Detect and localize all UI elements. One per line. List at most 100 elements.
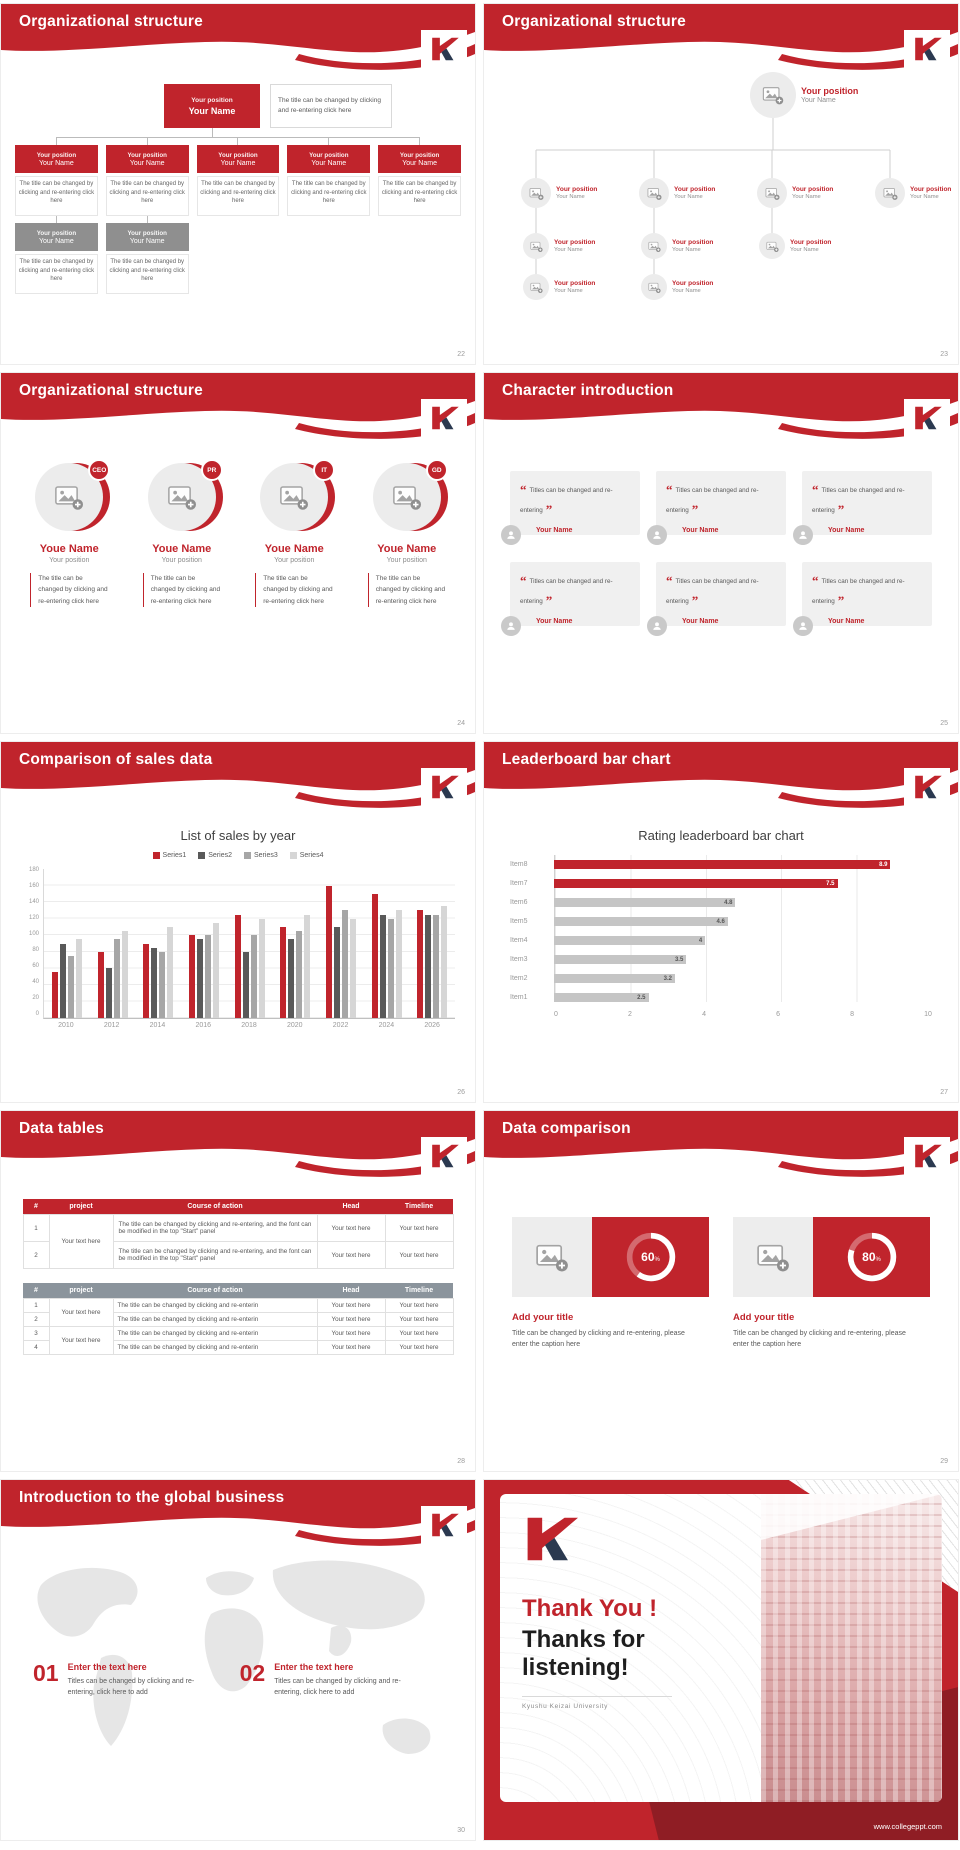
bar-series2 bbox=[105, 968, 112, 1018]
brand-logo-icon bbox=[904, 768, 950, 806]
name-label: Your Name bbox=[220, 159, 256, 167]
bar-group bbox=[90, 869, 136, 1018]
page-number: 23 bbox=[940, 351, 948, 358]
head-cell: Your text here bbox=[316, 1241, 386, 1269]
character-name: Your Name bbox=[682, 618, 719, 625]
sales-bar-chart: 180 160 140 120 100 80 60 40 20 0 2010 2012 2014 201… bbox=[21, 867, 455, 1029]
bar: 8.9 bbox=[554, 860, 891, 869]
position-label: Your position bbox=[127, 151, 167, 159]
category-label: Item7 bbox=[510, 880, 528, 887]
avatar-circle bbox=[641, 274, 667, 300]
image-placeholder-icon bbox=[766, 240, 779, 253]
slide-28[interactable]: Data tables # project Course of action H… bbox=[0, 1110, 476, 1472]
chart-title: Rating leaderboard bar chart bbox=[638, 828, 804, 843]
value-label: 8.9 bbox=[879, 861, 888, 868]
legend-item: Series3 bbox=[244, 852, 278, 859]
timeline-cell: Your text here bbox=[384, 1312, 454, 1327]
website-url: www.collegeppt.com bbox=[873, 1822, 942, 1831]
position-label: Your position bbox=[801, 86, 859, 96]
point-caption: Titles can be changed by clicking and re… bbox=[274, 1678, 401, 1697]
image-placeholder-icon bbox=[530, 240, 543, 253]
slide-title: Organizational structure bbox=[502, 13, 686, 30]
avatar-circle bbox=[523, 233, 549, 259]
bar-series4 bbox=[167, 926, 174, 1018]
slide-30[interactable]: Introduction to the global business 01 E… bbox=[0, 1479, 476, 1841]
category-label: Item8 bbox=[510, 861, 528, 868]
thank-you-card: Thank You ! Thanks for listening! Kyushu… bbox=[500, 1494, 942, 1802]
column-header: Head bbox=[317, 1283, 385, 1299]
role-badge: CEO bbox=[88, 459, 111, 481]
row-number: 2 bbox=[22, 1241, 50, 1269]
brand-logo-icon bbox=[904, 30, 950, 68]
name-label: Your Name bbox=[790, 247, 819, 253]
image-placeholder-icon bbox=[530, 281, 543, 294]
bar: 4.6 bbox=[554, 917, 728, 926]
position-label: Your position bbox=[127, 229, 167, 237]
org-level-2: Your position Your Name The title can be … bbox=[1, 145, 475, 216]
table-row: 2 The title can be changed by clicking a… bbox=[22, 1241, 454, 1269]
timeline-cell: Your text here bbox=[384, 1241, 454, 1269]
slide-24[interactable]: Organizational structure CEO Youe Name Y… bbox=[0, 372, 476, 734]
slide-27[interactable]: Leaderboard bar chart Rating leaderboard… bbox=[483, 741, 959, 1103]
slide-23[interactable]: Organizational structure Your position Yo… bbox=[483, 3, 959, 365]
node-caption: The title can be changed by clicking and… bbox=[378, 176, 461, 216]
university-name: Kyushu Keizai University bbox=[522, 1703, 608, 1710]
bar-series1 bbox=[234, 914, 241, 1018]
avatar-circle bbox=[639, 178, 669, 208]
column-header: Timeline bbox=[385, 1199, 453, 1215]
point-heading: Enter the text here bbox=[67, 1662, 147, 1672]
avatar-circle bbox=[523, 274, 549, 300]
name-label: Your Name bbox=[672, 247, 701, 253]
member-name: Youe Name bbox=[152, 543, 212, 555]
slide-26[interactable]: Comparison of sales data List of sales b… bbox=[0, 741, 476, 1103]
project-cell: Your text here bbox=[48, 1214, 114, 1269]
node-caption: The title can be changed by clicking and… bbox=[105, 176, 189, 216]
team-members: CEO Youe Name Your position The title ca… bbox=[1, 459, 475, 608]
member-position: Your position bbox=[274, 557, 315, 564]
quote-text: Titles can be changed and re-entering bbox=[520, 571, 630, 610]
slide-29[interactable]: Data comparison 60% Add your title Title… bbox=[483, 1110, 959, 1472]
name-label: Your Name bbox=[39, 159, 74, 167]
slide-thank-you[interactable]: Thank You ! Thanks for listening! Kyushu… bbox=[483, 1479, 959, 1841]
legend-item: Series1 bbox=[152, 852, 186, 859]
x-axis-label: 2012 bbox=[103, 1022, 120, 1029]
character-name: Your Name bbox=[828, 618, 865, 625]
org-root-box: Your position Your Name bbox=[164, 84, 260, 128]
data-table-2: # project Course of action Head Timeline… bbox=[22, 1283, 454, 1355]
page-number: 30 bbox=[457, 1827, 465, 1834]
course-cell: The title can be changed by clicking and… bbox=[112, 1241, 318, 1269]
slide-25[interactable]: Character introduction Titles can be cha… bbox=[483, 372, 959, 734]
bar-series4 bbox=[395, 910, 402, 1018]
avatar: PR bbox=[147, 459, 223, 531]
slide-22[interactable]: Organizational structure Your position Y… bbox=[0, 3, 476, 365]
name-label: Your Name bbox=[556, 194, 585, 200]
value-label: 4.8 bbox=[724, 899, 733, 906]
bar-series1 bbox=[143, 943, 150, 1018]
slide-title: Data tables bbox=[19, 1120, 104, 1137]
y-axis-tick: 140 bbox=[28, 899, 39, 905]
page-number: 28 bbox=[457, 1458, 465, 1465]
bar-track: 2.5 bbox=[554, 993, 932, 1002]
card-heading: Add your title bbox=[733, 1312, 795, 1323]
org-node: Your position Your Name bbox=[875, 178, 951, 208]
name-label: Your Name bbox=[188, 105, 236, 116]
member-caption: The title can be changed by clicking and… bbox=[367, 573, 446, 608]
course-cell: The title can be changed by clicking and… bbox=[112, 1326, 318, 1341]
building-photo bbox=[760, 1494, 942, 1802]
x-axis-label: 2022 bbox=[332, 1022, 349, 1029]
member-name: Youe Name bbox=[377, 543, 437, 555]
character-name: Your Name bbox=[682, 527, 719, 534]
org-level-3: Your position Your Name The title can be … bbox=[1, 223, 475, 294]
avatar-circle bbox=[750, 72, 796, 118]
open-quote-icon bbox=[666, 578, 676, 585]
person-avatar-icon bbox=[793, 616, 813, 636]
column-header: project bbox=[49, 1199, 113, 1215]
bar-series2 bbox=[425, 914, 432, 1018]
slide-header: Comparison of sales data bbox=[1, 742, 475, 814]
bar-series4 bbox=[258, 918, 265, 1018]
percent-sign: % bbox=[875, 1256, 881, 1263]
close-quote-icon bbox=[835, 598, 845, 605]
y-axis-tick: 100 bbox=[28, 931, 39, 937]
category-label: Item6 bbox=[510, 899, 528, 906]
course-cell: The title can be changed by clicking and… bbox=[112, 1214, 318, 1242]
